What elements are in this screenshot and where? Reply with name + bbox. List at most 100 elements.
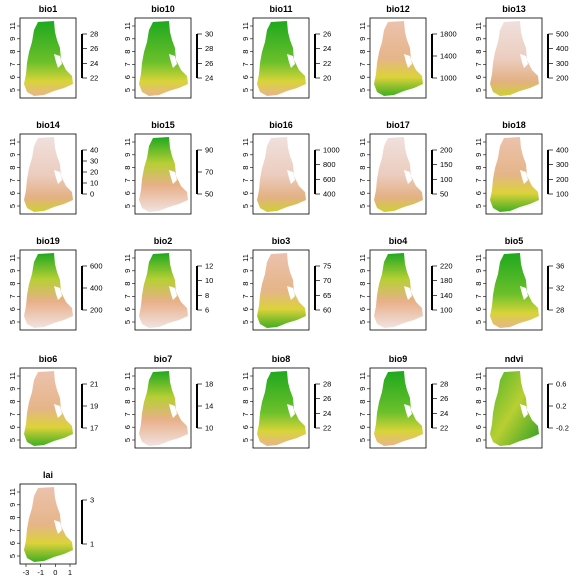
panel-bio12: bio12 11 9 8 7 6 5 1800 1400 1000: [358, 4, 457, 99]
y-tick-label: 9: [474, 387, 483, 391]
panel-bio9: bio9 11 9 8 7 6 5 28 26 24 22: [358, 354, 448, 449]
y-tick-label: 5: [8, 88, 17, 92]
y-tick-label: 7: [123, 412, 132, 416]
legend-tick-label: 21: [90, 380, 98, 389]
y-tick-label: 9: [123, 387, 132, 391]
legend-tick-label: 1000: [440, 74, 457, 83]
y-tick-label: 6: [8, 541, 17, 545]
lake-volta-patch: [169, 54, 177, 68]
legend-tick-label: 100: [440, 306, 453, 315]
legend-tick-label: 600: [90, 262, 103, 271]
y-tick-label: 5: [241, 320, 250, 324]
legend-tick-label: 200: [90, 306, 103, 315]
y-tick-label: 9: [8, 153, 17, 157]
panel-title: bio12: [386, 4, 410, 14]
y-tick-label: 8: [358, 166, 367, 170]
y-tick-label: 9: [123, 269, 132, 273]
legend-tick-label: 300: [556, 160, 569, 169]
y-tick-label: 9: [358, 387, 367, 391]
lake-volta-patch: [54, 54, 62, 68]
y-tick-label: 9: [241, 387, 250, 391]
y-tick-label: 7: [123, 294, 132, 298]
raster-map: [490, 371, 539, 446]
y-tick-label: 6: [474, 307, 483, 311]
y-tick-label: 6: [123, 425, 132, 429]
legend-tick-label: 500: [556, 30, 569, 39]
y-tick-label: 7: [474, 62, 483, 66]
lake-volta-patch: [520, 170, 528, 184]
legend-tick-label: 400: [556, 146, 569, 155]
y-tick-label: 6: [474, 191, 483, 195]
panel-lai: lai 11 9 8 7 6 5 3 1 -3 -1 0 1: [8, 470, 94, 577]
y-tick-label: 9: [241, 37, 250, 41]
panel-bio10: bio10 11 9 8 7 6 5 30 28 26 24: [123, 4, 213, 99]
legend-tick-label: 10: [205, 276, 213, 285]
raster-map: [257, 371, 306, 446]
y-tick-label: 7: [123, 62, 132, 66]
y-tick-label: 9: [8, 503, 17, 507]
y-tick-label: 9: [474, 153, 483, 157]
legend-tick-label: 20: [90, 168, 98, 177]
legend-tick-label: 32: [556, 284, 564, 293]
lake-volta-patch: [169, 404, 177, 418]
y-tick-label: 7: [8, 294, 17, 298]
y-tick-label: 11: [358, 22, 367, 30]
y-tick-label: 7: [8, 528, 17, 532]
y-tick-label: 9: [358, 269, 367, 273]
lake-volta-patch: [287, 54, 295, 68]
y-tick-label: 11: [358, 138, 367, 146]
lake-volta-patch: [520, 286, 528, 300]
legend-tick-label: 24: [440, 409, 448, 418]
raster-map: [24, 137, 73, 212]
y-tick-label: 9: [8, 387, 17, 391]
legend-tick-label: 26: [440, 394, 448, 403]
y-tick-label: 6: [474, 75, 483, 79]
y-tick-label: 8: [474, 400, 483, 404]
y-tick-label: 5: [8, 204, 17, 208]
y-tick-label: 8: [241, 166, 250, 170]
legend-tick-label: 50: [440, 190, 448, 199]
y-tick-label: 5: [123, 320, 132, 324]
legend-tick-label: 22: [323, 424, 331, 433]
y-tick-label: 11: [241, 138, 250, 146]
y-tick-label: 8: [123, 166, 132, 170]
panel-bio4: bio4 11 9 8 7 6 5 220 180 140 100: [358, 236, 453, 331]
panel-bio6: bio6 11 9 8 7 6 5 21 19 17: [8, 354, 98, 449]
y-tick-label: 11: [241, 22, 250, 30]
y-tick-label: 8: [358, 50, 367, 54]
y-tick-label: 11: [358, 372, 367, 380]
panel-bio19: bio19 11 9 8 7 6 5 600 400 200: [8, 236, 103, 331]
raster-map: [490, 21, 539, 96]
y-tick-label: 5: [474, 438, 483, 442]
lake-volta-patch: [54, 286, 62, 300]
legend-tick-label: 1000: [323, 146, 340, 155]
y-tick-label: 8: [8, 400, 17, 404]
y-tick-label: 8: [474, 50, 483, 54]
y-tick-label: 11: [8, 138, 17, 146]
legend-tick-label: 180: [440, 276, 453, 285]
legend-tick-label: 24: [90, 59, 98, 68]
panel-bio1: bio1 11 9 8 7 6 5 28 26 24 22: [8, 4, 98, 99]
legend-tick-label: 1: [90, 540, 94, 549]
lake-volta-patch: [287, 404, 295, 418]
panel-title: bio18: [502, 120, 526, 130]
lake-volta-patch: [287, 170, 295, 184]
y-tick-label: 7: [358, 178, 367, 182]
legend-tick-label: 26: [323, 30, 331, 39]
y-tick-label: 5: [8, 554, 17, 558]
legend-tick-label: 200: [440, 146, 453, 155]
legend-tick-label: 28: [323, 380, 331, 389]
panel-bio2: bio2 11 9 8 7 6 5 12 10 8 6: [123, 236, 213, 331]
panel-title: bio3: [272, 236, 291, 246]
lake-volta-patch: [287, 286, 295, 300]
lake-volta-patch: [520, 404, 528, 418]
y-tick-label: 11: [474, 254, 483, 262]
y-tick-label: 7: [8, 62, 17, 66]
panel-title: bio7: [154, 354, 173, 364]
legend-tick-label: 100: [440, 175, 453, 184]
legend-tick-label: 1400: [440, 52, 457, 61]
y-tick-label: 6: [358, 191, 367, 195]
panel-title: lai: [43, 470, 53, 480]
legend-tick-label: 140: [440, 291, 453, 300]
legend-tick-label: 24: [323, 409, 331, 418]
